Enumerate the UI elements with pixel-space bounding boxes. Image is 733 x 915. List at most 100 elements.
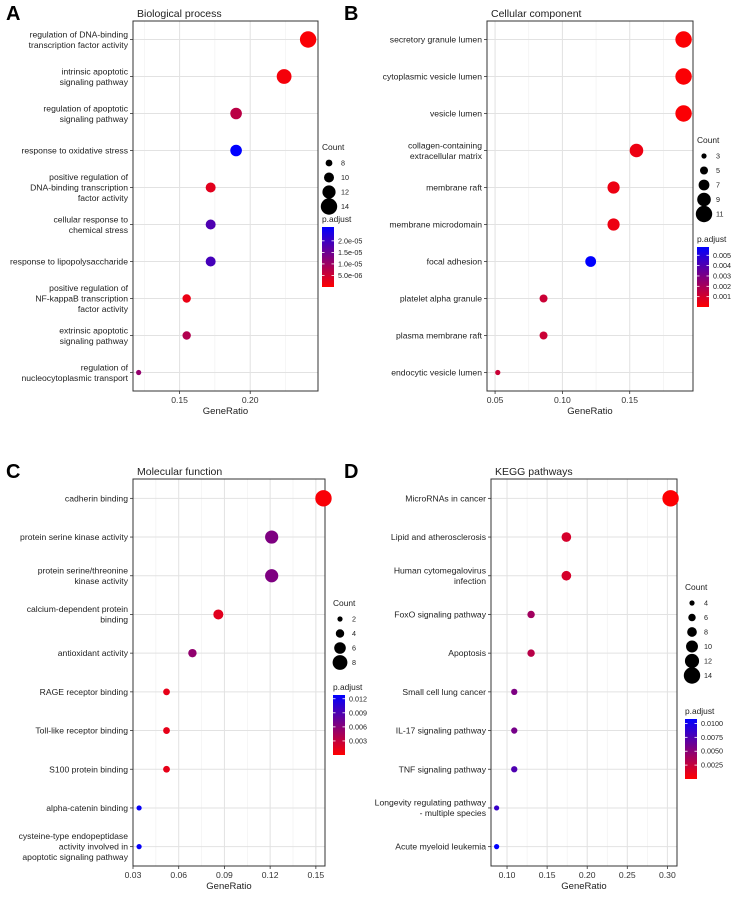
size-legend-label: 3 xyxy=(716,152,720,161)
size-legend-label: 8 xyxy=(341,159,345,168)
y-tick-label: positive regulation of NF-kappaB transcri… xyxy=(35,283,128,314)
y-tick-label: Longevity regulating pathway - multiple s… xyxy=(375,798,487,819)
y-tick-label: membrane raft xyxy=(426,183,482,193)
data-point xyxy=(495,369,501,376)
size-legend-key xyxy=(698,179,710,191)
y-tick-label: regulation of DNA-binding transcription f… xyxy=(29,29,129,50)
size-legend-label: 10 xyxy=(704,642,712,651)
color-legend-label: 0.0025 xyxy=(701,761,723,770)
data-point xyxy=(511,766,518,773)
color-bar xyxy=(685,719,697,779)
y-tick-label: regulation of apoptotic signaling pathway xyxy=(43,103,128,124)
y-tick-label: vesicle lumen xyxy=(430,109,482,119)
data-point xyxy=(511,688,518,696)
size-legend-label: 14 xyxy=(341,202,349,211)
data-point xyxy=(276,69,292,84)
data-point xyxy=(163,688,170,696)
panel-title: Biological process xyxy=(137,8,222,20)
color-legend-label: 0.009 xyxy=(349,708,367,717)
plot-border xyxy=(132,20,319,392)
data-point xyxy=(188,648,197,658)
panel-letter: A xyxy=(6,3,20,25)
size-legend-key xyxy=(686,640,698,653)
panel-b: B Cellular component secretory granule lum… xyxy=(344,3,731,417)
data-point xyxy=(213,609,224,620)
x-tick-label: 0.10 xyxy=(554,395,571,405)
x-tick-label: 0.15 xyxy=(621,395,638,405)
y-tick-label: cysteine-type endopeptidase activity invo… xyxy=(19,831,129,862)
x-tick-label: 0.06 xyxy=(170,870,187,880)
y-tick-label: cadherin binding xyxy=(65,493,128,503)
x-tick-label: 0.03 xyxy=(125,870,142,880)
y-tick-label: focal adhesion xyxy=(427,257,483,267)
y-tick-label: Human cytomegalovirus infection xyxy=(394,566,486,587)
size-legend-key xyxy=(324,172,334,183)
color-legend-label: 0.001 xyxy=(713,292,731,301)
data-point xyxy=(527,610,535,619)
size-legend-key xyxy=(334,642,346,654)
color-legend-label: 0.004 xyxy=(713,261,731,270)
size-legend-key xyxy=(684,653,700,669)
x-axis-title: GeneRatio xyxy=(567,406,612,417)
size-legend-label: 2 xyxy=(352,615,356,624)
y-tick-label: protein serine/threonine kinase activity xyxy=(38,566,129,587)
data-point xyxy=(265,530,279,544)
data-point xyxy=(675,31,692,48)
y-tick-label: protein serine kinase activity xyxy=(20,532,129,542)
y-tick-label: S100 protein binding xyxy=(49,764,128,774)
size-legend-key xyxy=(683,667,701,684)
y-tick-label: TNF signaling pathway xyxy=(399,764,487,774)
y-tick-label: Small cell lung cancer xyxy=(402,687,486,697)
data-point xyxy=(315,490,332,507)
color-legend-label: 0.003 xyxy=(713,271,731,280)
y-tick-label: positive regulation of DNA-binding transc… xyxy=(30,172,129,203)
plot-border xyxy=(486,20,694,392)
y-tick-label: response to oxidative stress xyxy=(21,146,128,156)
x-tick-label: 0.15 xyxy=(171,395,188,405)
color-legend-label: 0.012 xyxy=(349,694,367,703)
y-tick-label: regulation of nucleocytoplasmic transport xyxy=(21,362,128,383)
data-point xyxy=(561,532,572,542)
x-tick-label: 0.20 xyxy=(579,870,596,880)
color-bar xyxy=(333,695,345,755)
size-legend-key xyxy=(322,185,336,199)
y-tick-label: platelet alpha granule xyxy=(400,294,482,304)
x-axis-title: GeneRatio xyxy=(206,881,251,892)
y-tick-label: alpha-catenin binding xyxy=(46,803,128,813)
plot-border xyxy=(132,478,326,867)
data-point xyxy=(163,727,170,734)
size-legend-key xyxy=(689,600,695,606)
size-legend-key xyxy=(697,192,711,207)
data-point xyxy=(136,369,142,376)
size-legend-label: 12 xyxy=(341,188,349,197)
data-point xyxy=(539,294,548,303)
x-tick-label: 0.05 xyxy=(487,395,504,405)
size-legend-title: Count xyxy=(697,135,720,145)
color-legend-label: 1.5e-05 xyxy=(338,248,362,257)
y-tick-label: collagen-containing extracellular matrix xyxy=(408,140,483,161)
size-legend-key xyxy=(335,629,345,638)
x-tick-label: 0.30 xyxy=(659,870,676,880)
data-point xyxy=(205,182,216,193)
y-tick-label: plasma membrane raft xyxy=(396,331,483,341)
panel-d: D KEGG pathways MicroRNAs in cancer Lipid a… xyxy=(344,461,723,892)
y-tick-label: FoxO signaling pathway xyxy=(394,609,486,619)
data-point xyxy=(629,143,644,158)
size-legend-label: 8 xyxy=(704,628,708,637)
y-tick-label: IL-17 signaling pathway xyxy=(396,726,487,736)
size-legend-label: 8 xyxy=(352,658,356,667)
y-tick-label: Apoptosis xyxy=(448,648,486,658)
x-tick-label: 0.15 xyxy=(539,870,556,880)
data-point xyxy=(675,105,692,122)
color-legend-label: 0.005 xyxy=(713,251,731,260)
x-tick-label: 0.12 xyxy=(262,870,279,880)
panel-letter: C xyxy=(6,461,20,483)
panel-title: Cellular component xyxy=(491,8,582,20)
color-legend-label: 0.0100 xyxy=(701,719,723,728)
color-bar xyxy=(697,247,709,307)
size-legend-label: 12 xyxy=(704,657,712,666)
size-legend-label: 6 xyxy=(352,644,356,653)
data-point xyxy=(136,844,142,850)
y-tick-label: intrinsic apoptotic signaling pathway xyxy=(60,66,129,87)
